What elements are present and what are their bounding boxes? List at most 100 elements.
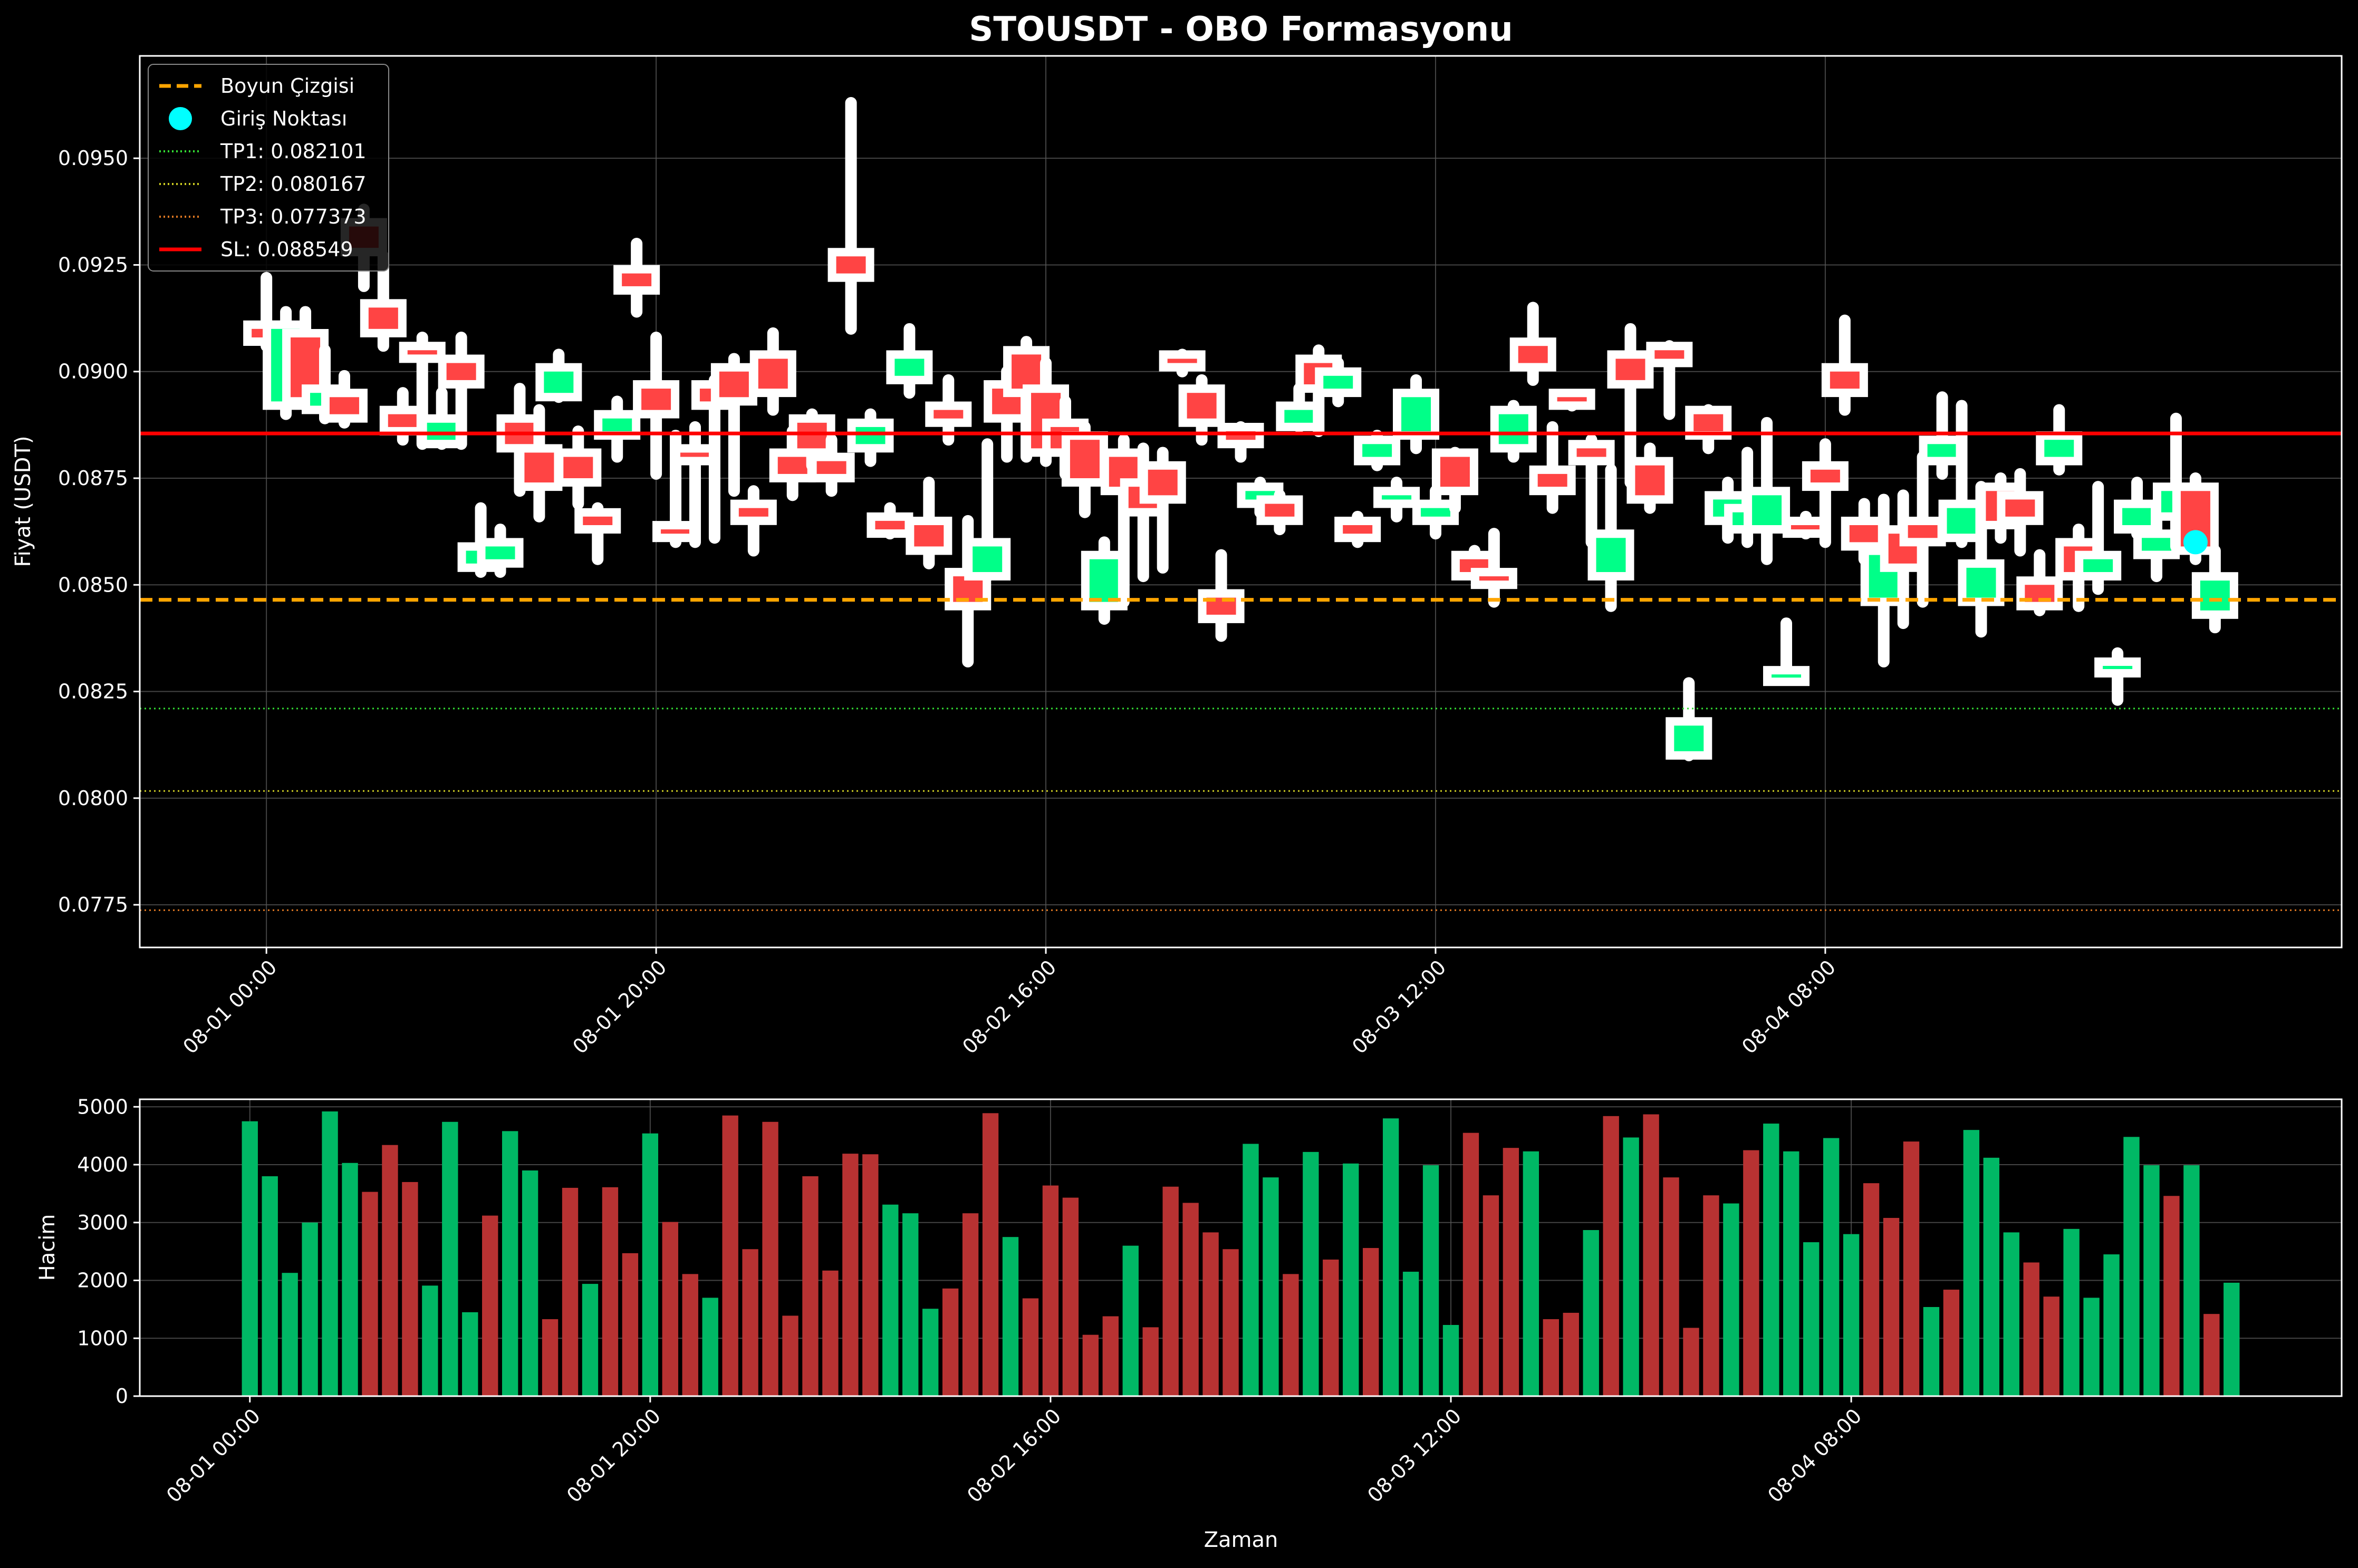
- volume-bar: [2224, 1282, 2240, 1396]
- candle-body: [1674, 725, 1704, 751]
- volume-bar: [1923, 1306, 1940, 1396]
- candle-body: [1772, 674, 1802, 678]
- volume-bar: [1122, 1245, 1139, 1396]
- candle-body: [1265, 504, 1295, 517]
- entry-point-marker: [2183, 530, 2208, 555]
- candle: [1587, 463, 1634, 612]
- candle: [1373, 477, 1420, 522]
- volume-bar: [1743, 1150, 1759, 1396]
- volume-x-axis-label: Zaman: [1204, 1528, 1278, 1552]
- volume-bar: [1202, 1232, 1219, 1396]
- volume-bar: [802, 1176, 819, 1396]
- candle: [925, 374, 972, 446]
- candle-body: [1420, 508, 1450, 517]
- volume-bar: [2163, 1196, 2180, 1396]
- volume-bar: [1523, 1151, 1539, 1396]
- candle-body: [2044, 440, 2074, 457]
- volume-bar: [462, 1312, 478, 1396]
- candle: [1315, 357, 1362, 408]
- candle: [516, 404, 563, 522]
- volume-bar: [322, 1111, 338, 1396]
- candle-body: [1849, 525, 1879, 543]
- candle-body: [1284, 410, 1314, 423]
- volume-bar: [1263, 1177, 1279, 1396]
- candle-body: [1908, 525, 1938, 538]
- candle-body: [661, 529, 691, 534]
- volume-bar: [1303, 1151, 1319, 1396]
- price-ytick-label: 0.0900: [58, 360, 128, 383]
- candle-body: [2083, 559, 2113, 572]
- volume-bar: [2003, 1232, 2019, 1396]
- candle-body: [1498, 414, 1528, 444]
- candle-body: [2200, 580, 2230, 611]
- price-yticks: 0.0775 0.0800 0.0825 0.0850 0.0875 0.0900 0.09…: [58, 147, 140, 916]
- candle-body: [1070, 440, 1100, 478]
- candle: [1139, 447, 1186, 574]
- volume-bar: [1643, 1114, 1659, 1396]
- candle: [1490, 400, 1537, 463]
- candle: [1626, 442, 1673, 514]
- volume-bar: [1983, 1157, 1999, 1396]
- candle-body: [1830, 371, 1860, 389]
- candle: [1509, 302, 1556, 386]
- volume-bar: [542, 1319, 559, 1396]
- candle: [964, 438, 1011, 583]
- candle: [2036, 404, 2083, 476]
- candle: [1276, 383, 1323, 433]
- volume-bar: [1363, 1248, 1379, 1396]
- candle: [886, 323, 933, 399]
- candle-body: [1440, 457, 1470, 487]
- volume-bar: [402, 1182, 418, 1396]
- candle: [730, 485, 777, 557]
- volume-bar: [2063, 1228, 2080, 1396]
- volume-bar: [242, 1121, 258, 1396]
- legend: Boyun Çizgisi Giriş Noktası TP1: 0.08210…: [148, 64, 389, 272]
- candle: [555, 425, 602, 510]
- candle: [808, 434, 855, 497]
- volume-bar: [1162, 1186, 1179, 1396]
- candle-body: [933, 410, 964, 419]
- candle-body: [797, 422, 827, 449]
- candle-body: [1167, 359, 1197, 363]
- candle-body: [427, 422, 457, 440]
- volume-bar: [1223, 1249, 1239, 1396]
- candle-body: [2103, 666, 2133, 669]
- volume-bar: [1663, 1177, 1679, 1396]
- candle: [1529, 421, 1576, 514]
- candle-body: [680, 452, 710, 457]
- candle-body: [738, 508, 768, 517]
- volume-y-axis-label: Hacim: [35, 1214, 60, 1281]
- volume-bar: [1042, 1185, 1059, 1396]
- candle-body: [1382, 495, 1412, 500]
- price-ytick-label: 0.0800: [58, 787, 128, 810]
- volume-bar: [482, 1215, 498, 1396]
- volume-axes-frame: [139, 1098, 2343, 1397]
- candle-body: [1537, 473, 1567, 487]
- legend-box: [148, 64, 389, 272]
- candle: [1470, 528, 1517, 608]
- candle: [2075, 481, 2122, 595]
- volume-bar: [582, 1284, 599, 1396]
- price-ytick-label: 0.0925: [58, 253, 128, 276]
- candle-body: [1947, 508, 1977, 534]
- candle-body: [1654, 350, 1685, 359]
- candle-body: [1362, 444, 1392, 457]
- volume-bar: [422, 1285, 438, 1396]
- volume-bar: [762, 1121, 778, 1396]
- price-candles: [243, 97, 2238, 761]
- candle: [1334, 510, 1381, 548]
- candle: [1159, 349, 1206, 378]
- volume-bar: [1323, 1259, 1339, 1396]
- candle: [2094, 647, 2141, 706]
- volume-bar: [2083, 1298, 2100, 1396]
- candle: [1821, 314, 1868, 416]
- volume-bar: [1503, 1148, 1519, 1396]
- candle: [906, 477, 952, 569]
- legend-label-entry: Giriş Noktası: [220, 107, 347, 130]
- candle: [1178, 374, 1225, 446]
- volume-bar: [622, 1253, 639, 1396]
- volume-bar: [922, 1309, 939, 1396]
- candle-body: [2122, 508, 2152, 525]
- legend-label-tp3: TP3: 0.077373: [220, 205, 367, 228]
- candle: [1568, 434, 1615, 548]
